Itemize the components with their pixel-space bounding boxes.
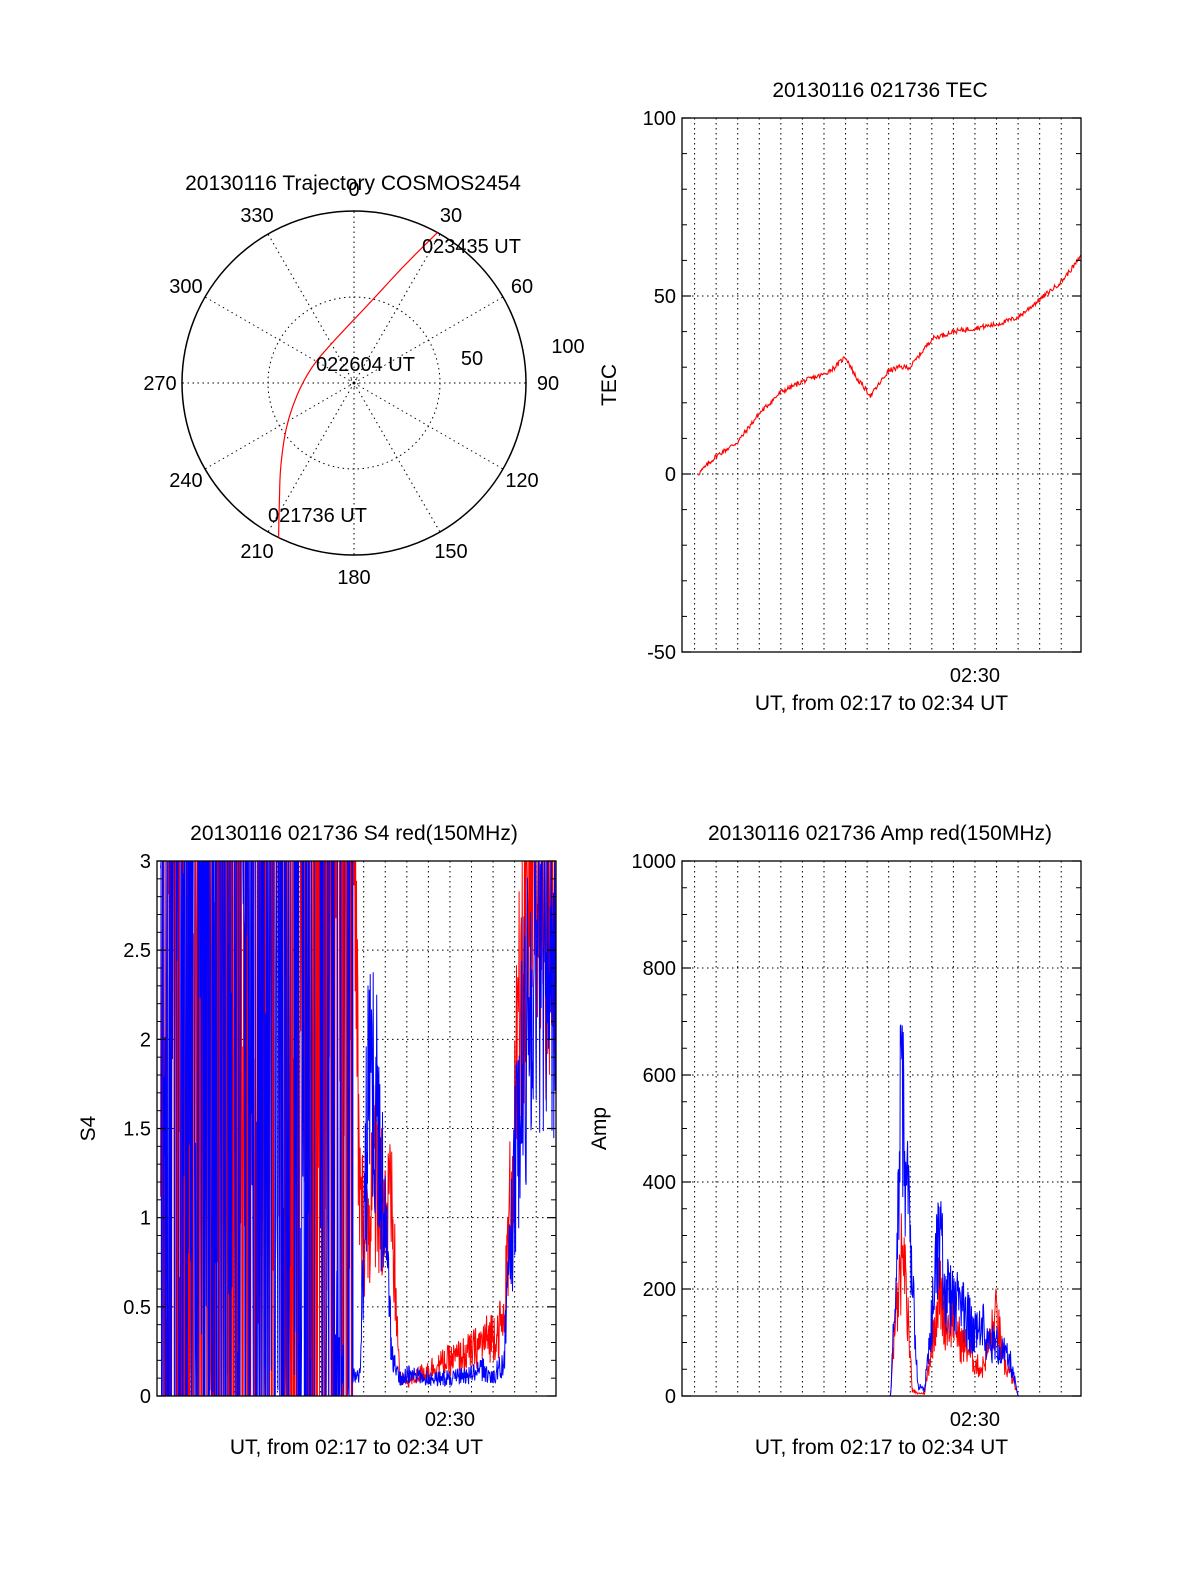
axis-ticks [682,117,1081,653]
series-group [160,860,557,1397]
y-tick-label: 3 [140,851,151,873]
y-tick-label: 0.5 [123,1297,151,1319]
polar-spoke [353,382,441,533]
y-tick-labels: 100 50 0 -50 [643,108,676,664]
polar-time-annotation: 021736 UT [268,505,367,527]
polar-azimuth-label: 90 [537,373,559,395]
series-group [694,1024,1081,1397]
polar-azimuth-label: 60 [511,276,533,298]
polar-spoke [267,233,355,384]
x-axis-label: UT, from 02:17 to 02:34 UT [755,692,1008,715]
s4-title: 20130116 021736 S4 red(150MHz) [190,822,518,845]
y-tick-label: 1000 [632,851,677,873]
polar-title: 20130116 Trajectory COSMOS2454 [185,172,521,195]
y-tick-label: 2 [140,1029,151,1051]
y-tick-label: 1.5 [123,1119,151,1141]
polar-grid [181,210,527,556]
polar-outer-ring [181,210,527,556]
y-tick-label: 50 [654,286,676,308]
y-tick-labels: 0 200 400 600 800 1000 [632,851,677,1408]
polar-azimuth-label: 0 [348,179,359,201]
polar-radius-label: 100 [551,336,584,358]
y-tick-label: 100 [643,108,676,130]
y-tick-label: 0 [665,1386,676,1408]
polar-trajectory-chart: 20130116 Trajectory COSMOS2454 0 30 60 90 12… [143,172,584,589]
amp-series-red [694,1213,1081,1397]
y-tick-label: 1 [140,1208,151,1230]
polar-spoke [353,296,504,384]
polar-azimuth-label: 240 [169,470,202,492]
tec-chart: 20130116 021736 TEC 100 50 0 -50 02:30 UT, fr… [598,79,1082,715]
plot-frame [681,860,1082,1397]
polar-azimuth-label: 300 [169,276,202,298]
polar-azimuth-label: 210 [240,541,273,563]
y-tick-label: -50 [647,642,676,664]
tec-series-line [698,254,1082,476]
y-tick-label: 600 [643,1065,676,1087]
plot-frame [681,117,1082,653]
x-axis-label: UT, from 02:17 to 02:34 UT [230,1436,483,1459]
s4-chart: 20130116 021736 S4 red(150MHz) 0 0.5 1 1.5 2… [77,822,557,1459]
y-tick-labels: 0 0.5 1 1.5 2 2.5 3 [123,851,151,1408]
x-tick-label: 02:30 [950,665,1000,687]
grid-lines [682,860,1081,1397]
y-axis-label: TEC [598,364,621,406]
y-tick-label: 0 [140,1386,151,1408]
grid-lines [682,117,1081,653]
y-tick-label: 0 [665,464,676,486]
y-tick-label: 800 [643,958,676,980]
polar-spoke [353,233,441,384]
tec-title: 20130116 021736 TEC [772,79,987,102]
polar-azimuth-labels: 0 30 60 90 120 150 180 210 240 270 300 330 [143,179,559,589]
polar-azimuth-label: 120 [505,470,538,492]
y-tick-label: 2.5 [123,940,151,962]
polar-azimuth-label: 270 [143,373,176,395]
x-tick-label: 02:30 [425,1409,475,1431]
y-tick-label: 200 [643,1279,676,1301]
axis-ticks [157,860,556,1397]
amp-title: 20130116 021736 Amp red(150MHz) [708,822,1052,845]
y-axis-label: Amp [588,1107,611,1150]
polar-azimuth-label: 180 [337,567,370,589]
axis-ticks [682,860,1081,1397]
y-tick-label: 400 [643,1172,676,1194]
polar-spoke [204,382,355,470]
x-tick-label: 02:30 [950,1409,1000,1431]
polar-spoke [353,382,504,470]
polar-trajectory-line [278,232,438,538]
x-axis-label: UT, from 02:17 to 02:34 UT [755,1436,1008,1459]
polar-center-ring [349,378,359,388]
amp-series-blue [694,1024,1081,1397]
polar-spoke [204,296,355,384]
polar-azimuth-label: 150 [434,541,467,563]
polar-azimuth-label: 30 [440,205,462,227]
polar-radius-label: 50 [461,348,483,370]
polar-time-annotation: 022604 UT [316,354,415,376]
polar-time-annotation: 023435 UT [422,236,521,258]
polar-trajectory-series [278,232,438,538]
polar-spoke [267,382,355,533]
polar-annotations: 023435 UT 022604 UT 021736 UT [268,236,521,527]
series-group [698,254,1082,476]
amp-chart: 20130116 021736 Amp red(150MHz) 0 200 400 6… [588,822,1082,1459]
polar-azimuth-label: 330 [240,205,273,227]
polar-radius-labels: 50 100 [461,336,585,370]
y-axis-label: S4 [77,1115,100,1141]
